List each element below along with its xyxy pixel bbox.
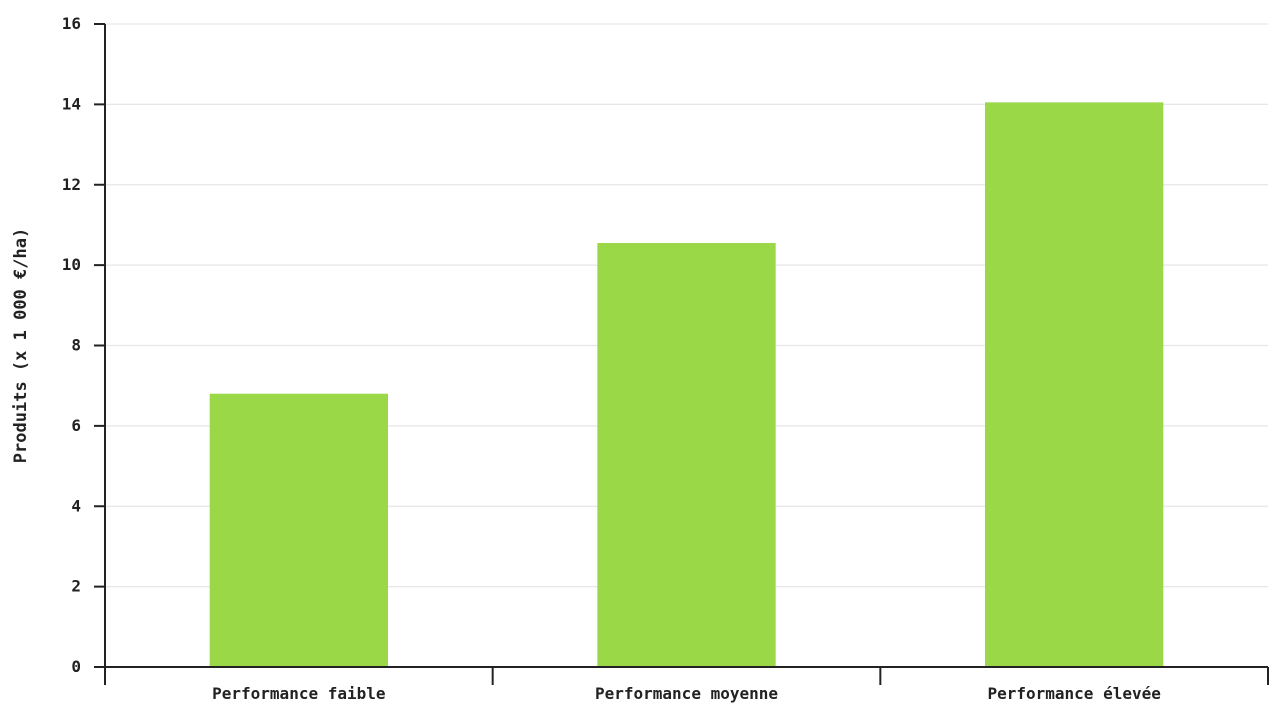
bar: [209, 393, 388, 667]
y-tick-label: 16: [62, 14, 81, 33]
bar: [597, 243, 776, 667]
y-tick-label: 6: [71, 416, 81, 435]
y-tick-label: 4: [71, 496, 81, 515]
y-tick-label: 14: [62, 94, 81, 113]
y-tick-label: 0: [71, 657, 81, 676]
y-axis-ticks: 0 2 4 6 8 10 12 14 16: [62, 14, 105, 676]
x-axis-ticks: Performance faible Performance moyenne Per…: [104, 667, 1269, 703]
y-axis-title: Produits (x 1 000 €/ha): [11, 228, 31, 463]
x-category-label: Performance faible: [212, 684, 385, 703]
y-tick-label: 8: [71, 336, 81, 355]
y-tick-label: 12: [62, 175, 81, 194]
y-tick-label: 10: [62, 255, 81, 274]
bars: [209, 102, 1164, 668]
y-tick-label: 2: [71, 577, 81, 596]
bar: [985, 102, 1164, 668]
x-category-label: Performance élevée: [987, 684, 1160, 703]
x-category-label: Performance moyenne: [595, 684, 778, 703]
